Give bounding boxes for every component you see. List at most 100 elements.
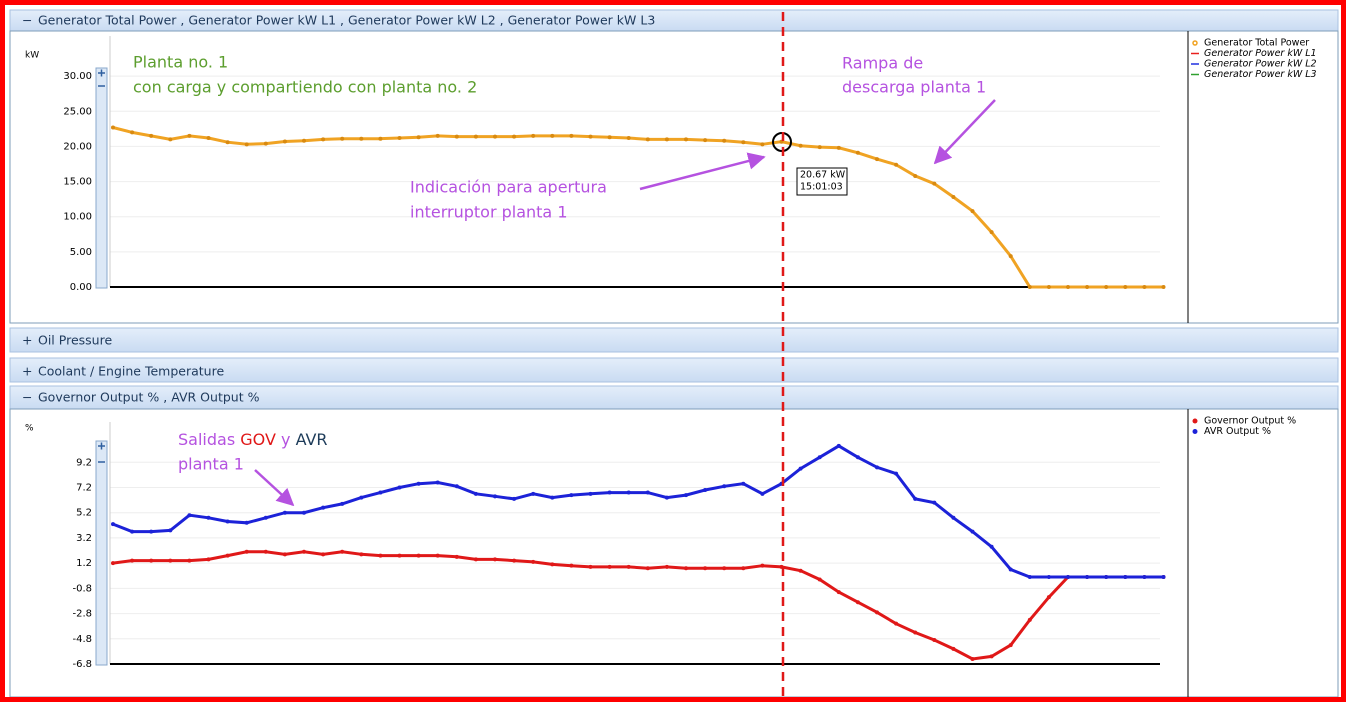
data-point: [741, 566, 746, 571]
data-point: [321, 505, 326, 510]
legend-label: Generator Power kW L2: [1204, 59, 1317, 70]
data-point: [855, 455, 860, 460]
data-point: [1123, 285, 1128, 289]
toggle[interactable]: +: [22, 333, 32, 348]
data-point: [206, 515, 211, 520]
data-point: [741, 481, 746, 486]
data-point: [111, 125, 115, 130]
series-line: [112, 444, 1164, 579]
data-point: [282, 139, 287, 144]
data-point: [875, 610, 879, 615]
data-point: [493, 494, 497, 499]
data-point: [493, 134, 497, 139]
y-tick-label: -0.8: [72, 583, 92, 594]
data-point: [130, 558, 135, 563]
data-point: [569, 133, 574, 138]
data-point: [1123, 575, 1128, 580]
data-point: [645, 566, 650, 571]
data-point: [1046, 575, 1051, 580]
data-point: [626, 564, 631, 569]
data-point: [473, 557, 478, 562]
toggle[interactable]: −: [22, 13, 32, 28]
panel-header[interactable]: + Oil Pressure: [9, 327, 1339, 353]
panel-title: Oil Pressure: [38, 333, 112, 348]
data-point: [378, 490, 383, 495]
data-point: [913, 630, 918, 635]
data-point: [894, 621, 899, 626]
data-point: [817, 577, 822, 582]
data-point: [244, 142, 249, 147]
data-point: [894, 162, 899, 167]
data-point: [664, 564, 669, 569]
data-point: [1066, 575, 1070, 580]
data-point: [836, 145, 841, 150]
data-point: [951, 515, 956, 520]
data-point: [378, 136, 383, 141]
data-point: [836, 590, 841, 595]
data-point: [168, 558, 173, 563]
data-point: [187, 133, 192, 138]
panel-title: Coolant / Engine Temperature: [38, 364, 224, 379]
data-point: [359, 495, 364, 500]
data-point: [989, 230, 994, 235]
annotation: planta 1: [178, 455, 244, 474]
panel-header[interactable]: + Coolant / Engine Temperature: [9, 357, 1339, 383]
data-point: [340, 136, 345, 141]
data-point: [1085, 285, 1090, 289]
data-point: [397, 135, 402, 140]
data-point: [664, 495, 669, 500]
data-point: [760, 491, 765, 496]
data-point: [359, 552, 364, 557]
panel-title: Generator Total Power , Generator Power …: [38, 13, 655, 28]
series-line: [112, 550, 1164, 661]
legend-label: AVR Output %: [1204, 426, 1271, 437]
toggle[interactable]: −: [22, 390, 32, 405]
data-point: [130, 130, 135, 135]
data-point: [512, 496, 517, 501]
data-point: [168, 528, 173, 533]
annotation-part: y: [281, 430, 290, 449]
data-point: [588, 134, 593, 139]
data-point: [149, 133, 154, 138]
data-point: [894, 471, 899, 476]
data-point: [359, 136, 364, 141]
data-point: [1008, 254, 1013, 259]
panel-header[interactable]: − Governor Output % , AVR Output %: [9, 385, 1339, 410]
legend-label: Generator Total Power: [1204, 38, 1309, 49]
data-point: [531, 491, 536, 496]
data-point: [111, 522, 115, 527]
data-point: [321, 552, 326, 557]
data-point: [263, 141, 268, 146]
annotation: con carga y compartiendo con planta no. …: [133, 78, 477, 97]
data-point: [1142, 285, 1147, 289]
data-point: [855, 150, 860, 155]
y-axis-label: kW: [25, 51, 39, 61]
data-point: [569, 563, 574, 568]
data-point: [664, 137, 669, 142]
data-point: [340, 501, 345, 506]
data-point: [1008, 567, 1013, 572]
annotation-part: AVR: [296, 430, 328, 449]
data-point: [932, 500, 937, 505]
zoom-control[interactable]: [95, 67, 108, 666]
data-point: [454, 554, 459, 559]
chart-area: [9, 30, 1339, 324]
data-point: [684, 493, 688, 498]
toggle[interactable]: +: [22, 364, 32, 379]
data-point: [741, 140, 746, 145]
data-point: [493, 557, 497, 562]
legend-marker: [1192, 40, 1198, 46]
data-point: [932, 638, 937, 643]
data-point: [397, 485, 402, 490]
data-point: [588, 564, 593, 569]
data-point: [645, 490, 650, 495]
y-tick-label: 30.00: [63, 71, 92, 82]
panel-header[interactable]: − Generator Total Power , Generator Powe…: [9, 9, 1339, 32]
data-point: [416, 553, 421, 558]
data-point: [206, 557, 211, 562]
data-point: [473, 134, 478, 139]
data-point: [722, 566, 727, 571]
data-point: [836, 443, 841, 448]
y-tick-label: 15.00: [63, 177, 92, 188]
